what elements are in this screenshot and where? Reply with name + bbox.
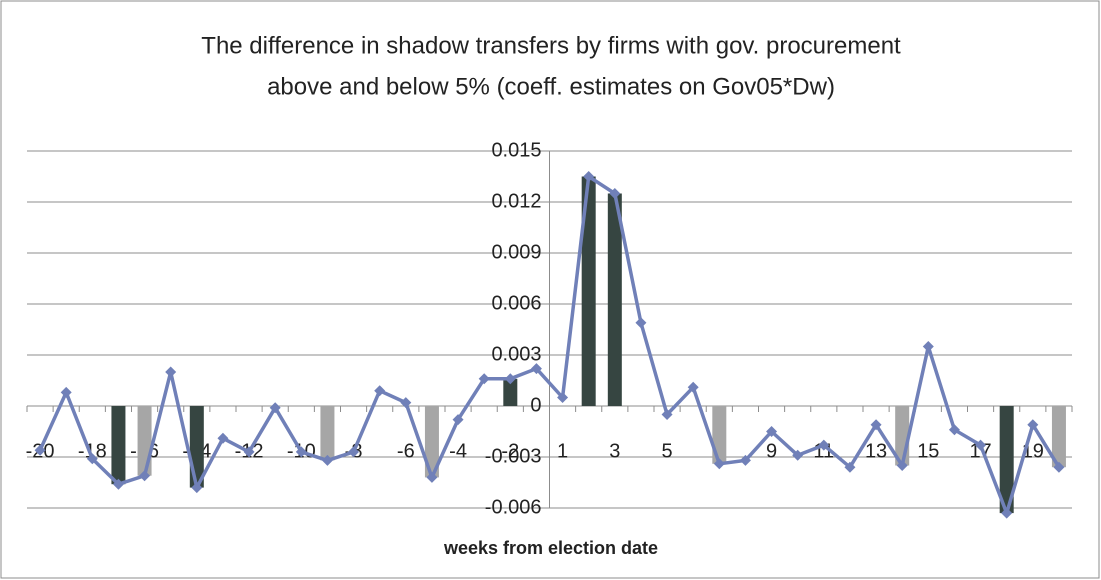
y-tick-label: 0.003 [491, 343, 541, 365]
y-tick-label: 0.009 [491, 241, 541, 263]
line-marker [635, 317, 647, 329]
x-tick-label: 1 [557, 440, 568, 462]
bar [503, 378, 518, 406]
bar [1051, 406, 1066, 468]
x-tick-label: 13 [865, 440, 887, 462]
y-tick-label: 0.006 [491, 292, 541, 314]
bar [712, 406, 727, 464]
line-marker [792, 449, 804, 461]
line-marker [139, 470, 151, 482]
line-marker [922, 341, 934, 352]
line-marker [400, 397, 412, 409]
x-tick-label: 9 [766, 440, 777, 462]
line-marker [713, 458, 725, 470]
line-marker [295, 446, 307, 458]
x-tick-label: 3 [609, 440, 620, 462]
line-marker [217, 432, 229, 444]
line-marker [609, 188, 621, 199]
y-tick-label: -0.003 [485, 445, 542, 467]
x-tick-label: -2 [501, 440, 519, 462]
bar [424, 406, 439, 478]
x-tick-label: 15 [917, 440, 939, 462]
line-marker [1001, 507, 1013, 519]
x-tick-label: -4 [449, 440, 467, 462]
line-marker [530, 363, 542, 375]
line-marker [818, 439, 830, 451]
x-tick-label: 5 [662, 440, 673, 462]
line-marker [165, 366, 177, 378]
line-marker [478, 373, 490, 385]
y-tick-label: 0.015 [491, 139, 541, 161]
line-marker [60, 386, 72, 398]
y-tick-label: -0.006 [485, 496, 542, 518]
x-tick-label: -6 [397, 440, 415, 462]
line-marker [269, 402, 281, 414]
line-marker [426, 471, 438, 483]
line-marker [452, 414, 464, 426]
bar [999, 406, 1014, 514]
line-marker [870, 419, 882, 431]
line-marker [739, 454, 751, 466]
line-marker [583, 171, 595, 182]
line-marker [191, 482, 203, 494]
y-tick-label: 0.012 [491, 190, 541, 212]
chart-title: The difference in shadow transfers by fi… [201, 32, 901, 59]
chart-title: above and below 5% (coeff. estimates on … [267, 73, 835, 100]
bar [137, 406, 152, 476]
y-tick-label: 0 [530, 394, 541, 416]
line-marker [1053, 461, 1065, 473]
line-marker [1027, 419, 1039, 431]
line-marker [504, 373, 516, 385]
line-marker [34, 444, 46, 456]
x-tick-label: -18 [78, 440, 107, 462]
line-marker [557, 392, 569, 403]
line-marker [86, 453, 98, 465]
x-axis-label: weeks from election date [443, 538, 658, 558]
line-marker [975, 439, 987, 451]
bar [581, 176, 596, 406]
bar [607, 193, 622, 406]
line-marker [321, 454, 333, 466]
bar [111, 406, 126, 485]
line-marker [687, 381, 699, 393]
line-marker [661, 409, 673, 420]
line-marker [348, 446, 360, 458]
line-marker [243, 446, 255, 458]
bar [320, 406, 335, 461]
line-marker [112, 478, 124, 490]
line-marker [844, 461, 856, 473]
line-marker [896, 460, 908, 471]
line-marker [374, 385, 386, 397]
line [38, 174, 1061, 515]
line-marker [766, 426, 778, 437]
line-marker [948, 424, 960, 436]
